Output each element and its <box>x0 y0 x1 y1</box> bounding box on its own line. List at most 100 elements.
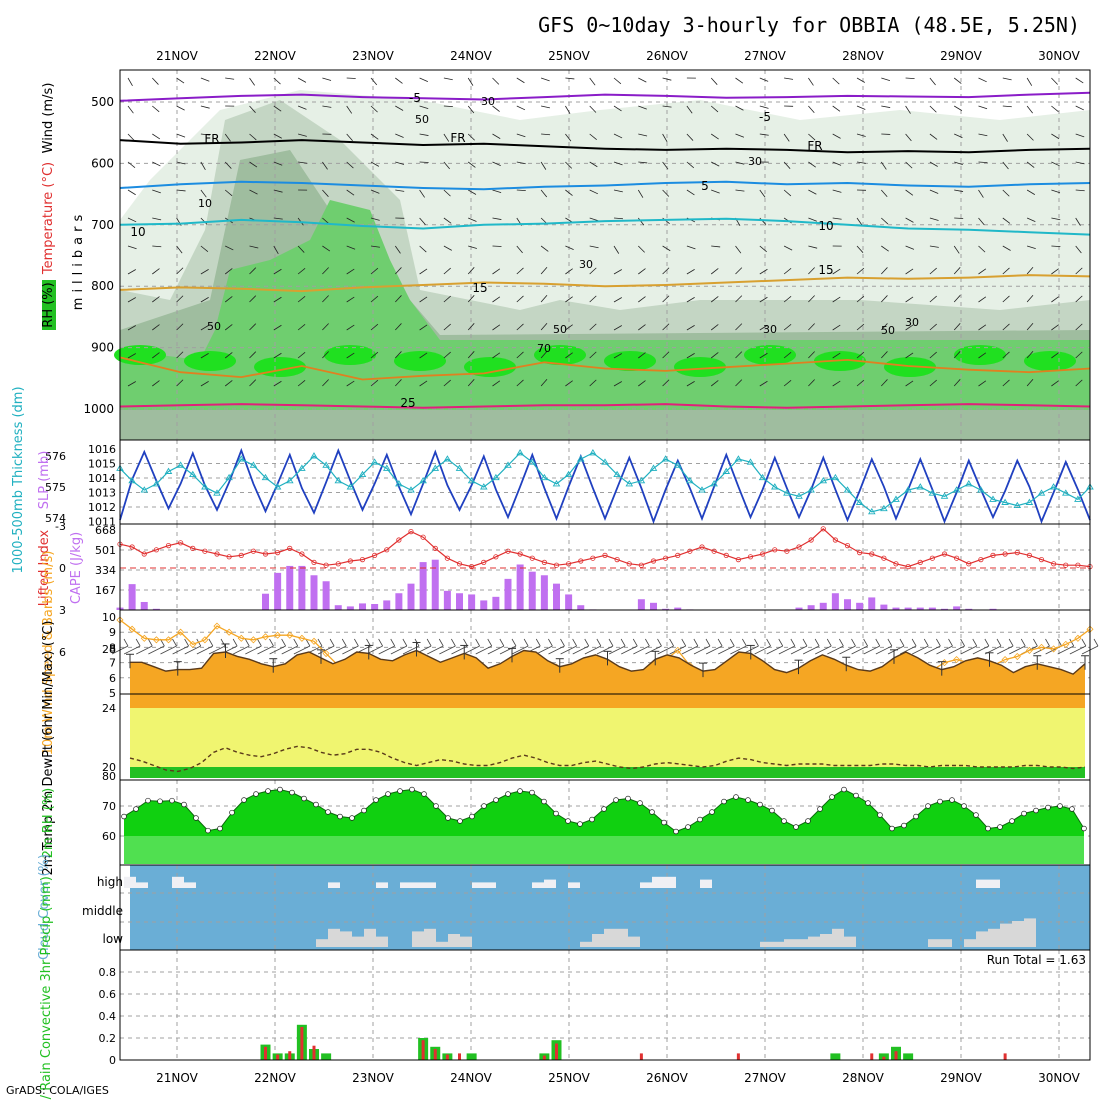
wind-barb <box>1051 133 1060 140</box>
wind-barb <box>419 133 429 136</box>
wind-barb <box>1002 245 1011 251</box>
wind-speed-point <box>953 656 961 664</box>
cape-tick: 167 <box>95 584 116 597</box>
wind-barb <box>638 380 646 387</box>
wind-barb <box>905 77 915 80</box>
low-cloud-bar <box>808 936 820 947</box>
surface-wind-barb-flag <box>475 638 480 647</box>
wind-barb <box>200 189 207 198</box>
wind-barb <box>783 189 792 197</box>
wind-barb <box>322 189 329 197</box>
li-tick: -3 <box>55 520 66 533</box>
high-cloud-bar <box>472 882 484 888</box>
wind-barb <box>516 351 524 359</box>
wind-speed-point <box>249 636 257 644</box>
wind-barb <box>200 297 209 303</box>
wind-barb <box>1026 161 1035 168</box>
thickness-point <box>419 476 427 484</box>
wind-barb <box>953 77 962 84</box>
wind-barb <box>370 379 379 387</box>
rh-contour-label: 50 <box>553 323 567 336</box>
wind-barb <box>808 133 816 141</box>
wind-barb <box>273 133 282 139</box>
wind-barb <box>880 189 888 198</box>
wind-barb <box>273 268 282 275</box>
surface-wind-barb-flag <box>184 638 189 647</box>
wind-barb <box>249 189 258 195</box>
bottom-date-label: 29NOV <box>940 1071 982 1085</box>
wind-barb <box>565 133 572 142</box>
wind-barb <box>297 133 307 137</box>
cape-bar <box>916 607 924 610</box>
surface-wind-barb-flag <box>923 638 929 647</box>
cape-bar <box>395 593 403 610</box>
thickness-point <box>734 455 743 462</box>
wind-barb <box>929 189 939 194</box>
wind-barb <box>1051 161 1060 167</box>
wind-barb <box>467 379 475 387</box>
thickness-point <box>637 476 646 484</box>
surface-wind-barb <box>390 645 408 655</box>
wind-barb <box>589 245 599 249</box>
li-point <box>1002 551 1008 557</box>
low-cloud-bar <box>1012 921 1024 947</box>
cape-bar <box>844 599 851 610</box>
thickness-point <box>1001 498 1009 505</box>
wind-barb <box>224 324 233 331</box>
wind-barb <box>929 351 937 359</box>
cape-bar <box>637 599 645 610</box>
wind-barb <box>832 77 840 85</box>
wind-barb <box>710 352 719 359</box>
wind-barb <box>759 324 768 331</box>
wind-barb <box>1051 105 1059 112</box>
high-cloud-bar <box>976 879 988 888</box>
cape-bar <box>480 600 488 610</box>
wind-barb <box>225 245 234 251</box>
bottom-date-label: 24NOV <box>450 1071 492 1085</box>
wind-barb <box>662 161 669 170</box>
wind-tick: 5 <box>109 687 116 700</box>
li-point <box>772 547 778 553</box>
thickness-point <box>1025 498 1034 505</box>
wind-barb <box>419 380 428 387</box>
wind-barb <box>638 161 648 164</box>
wind-barb <box>856 379 865 387</box>
wind-barb <box>613 325 622 331</box>
high-cloud-bar <box>640 882 652 888</box>
surface-wind-barb <box>208 645 226 655</box>
li-point <box>602 552 608 559</box>
wind-barb <box>759 105 769 109</box>
wind-barb <box>1002 217 1011 224</box>
rh-point <box>121 813 127 820</box>
bottom-date-label: 28NOV <box>842 1071 884 1085</box>
wind-barb <box>978 268 987 275</box>
panel-bg <box>120 440 1090 524</box>
thickness-point <box>407 486 415 493</box>
bottom-date-label: 22NOV <box>254 1071 296 1085</box>
wind-barb <box>370 189 380 194</box>
surface-wind-barb <box>233 645 250 655</box>
cape-bar <box>565 594 573 610</box>
top-date-label: 28NOV <box>842 49 884 63</box>
li-point <box>311 559 317 566</box>
thickness-point <box>698 486 706 493</box>
wind-barb <box>224 161 232 169</box>
precip-total-bar <box>466 1053 477 1060</box>
top-date-label: 30NOV <box>1038 49 1080 63</box>
wind-barb <box>540 161 547 170</box>
wind-barb <box>710 268 719 275</box>
thickness-point <box>528 458 537 465</box>
wind-speed-point <box>1037 643 1046 651</box>
cloud-middle-label: middle <box>82 904 123 918</box>
low-cloud-bar <box>460 936 472 947</box>
surface-wind-barb-flag <box>293 638 299 647</box>
wind-barb <box>224 268 233 275</box>
thickness-point <box>686 476 694 484</box>
wind-barb <box>662 267 670 275</box>
li-point <box>275 549 281 556</box>
li-point <box>432 545 438 552</box>
high-cloud-bar <box>988 879 1000 888</box>
surface-wind-barb-flag <box>378 638 383 647</box>
li-point <box>1075 562 1081 568</box>
li-point <box>505 548 511 554</box>
